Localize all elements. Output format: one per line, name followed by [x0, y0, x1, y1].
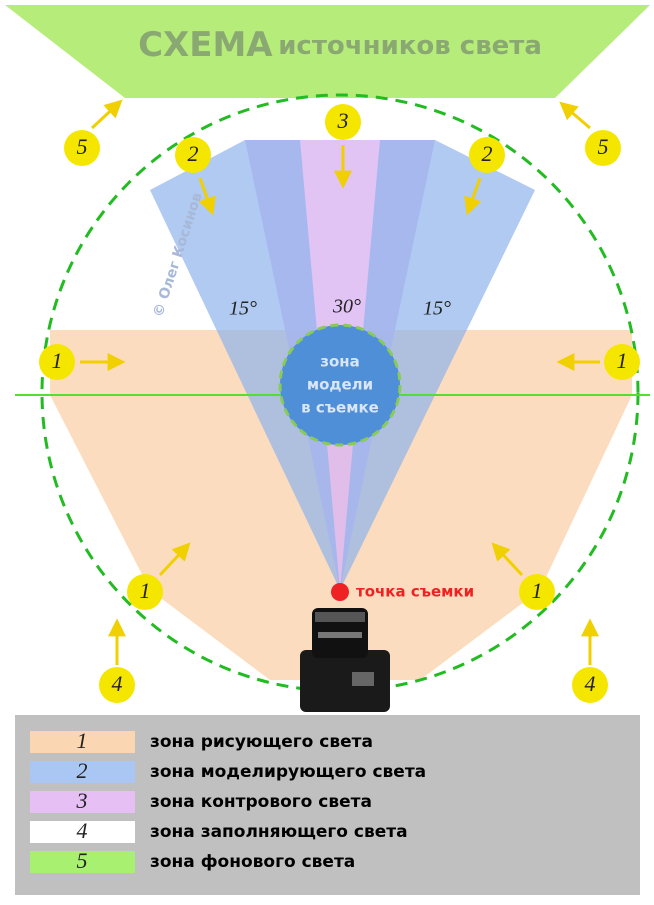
legend-number: 3 [76, 788, 88, 813]
shooting-point-label: точка съемки [356, 583, 474, 601]
badge-number: 1 [52, 348, 63, 373]
legend-number: 5 [77, 848, 88, 873]
badge-number: 1 [532, 578, 543, 603]
badge-number: 1 [617, 348, 628, 373]
badge-arrow [562, 104, 590, 128]
badge-number: 5 [77, 134, 88, 159]
badge-arrow [92, 102, 120, 128]
badge-number: 5 [598, 134, 609, 159]
legend-number: 2 [77, 758, 88, 783]
model-zone-text: модели [307, 376, 373, 394]
title: СХЕМА источников света [138, 25, 542, 65]
angle-label: 15° [423, 298, 451, 320]
badge-number: 2 [482, 141, 493, 166]
model-zone-text: в съемке [301, 399, 379, 417]
legend-label: зона заполняющего света [150, 822, 408, 842]
legend-label: зона контрового света [150, 792, 372, 812]
legend-label: зона моделирующего света [150, 762, 426, 782]
badge-number: 3 [337, 108, 349, 133]
legend-label: зона рисующего света [150, 732, 373, 752]
badge-number: 1 [140, 578, 151, 603]
angle-label: 15° [229, 298, 257, 320]
legend-number: 1 [77, 728, 88, 753]
legend-label: зона фонового света [150, 852, 355, 872]
diagram: СХЕМА источников света зона модели в съе… [0, 0, 654, 905]
badge-number: 2 [188, 141, 199, 166]
model-zone-text: зона [320, 353, 360, 371]
legend-number: 4 [77, 818, 88, 843]
angle-label: 30° [332, 296, 361, 318]
badge-number: 4 [112, 671, 123, 696]
shooting-point [331, 583, 349, 601]
badge-number: 4 [585, 671, 596, 696]
